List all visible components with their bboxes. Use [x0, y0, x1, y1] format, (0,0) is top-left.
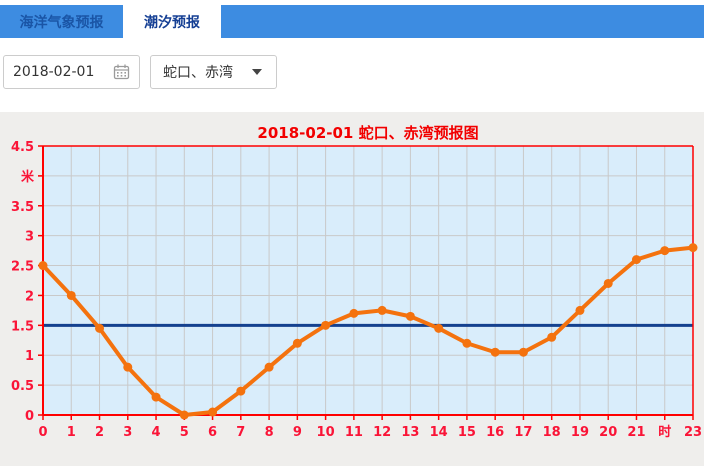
svg-text:16: 16 — [486, 425, 504, 440]
svg-text:米: 米 — [21, 169, 35, 185]
calendar-icon[interactable] — [113, 64, 130, 80]
tab-bar-background — [0, 5, 704, 38]
svg-text:12: 12 — [373, 425, 391, 440]
svg-text:11: 11 — [345, 425, 363, 440]
svg-text:0.5: 0.5 — [11, 379, 34, 394]
svg-text:7: 7 — [236, 425, 245, 440]
svg-text:时: 时 — [658, 424, 671, 440]
chart-title: 2018-02-01 蛇口、赤湾预报图 — [257, 124, 479, 142]
tide-chart-panel: 2018-02-01 蛇口、赤湾预报图 0 0.5 1 1.5 2 2.5 3 3.5 米 4.5… — [0, 112, 704, 466]
date-value: 2018-02-01 — [13, 64, 95, 80]
svg-text:17: 17 — [514, 425, 532, 440]
tab-list: 海洋气象预报 潮汐预报 — [0, 0, 221, 38]
svg-text:10: 10 — [317, 425, 335, 440]
svg-text:2: 2 — [95, 425, 104, 440]
date-picker-field[interactable]: 2018-02-01 — [3, 55, 140, 89]
tab-marine-weather-forecast[interactable]: 海洋气象预报 — [19, 14, 104, 31]
svg-text:14: 14 — [430, 425, 448, 440]
svg-text:2: 2 — [25, 289, 34, 304]
svg-text:2.5: 2.5 — [11, 260, 34, 275]
svg-text:9: 9 — [293, 425, 302, 440]
svg-text:8: 8 — [265, 425, 274, 440]
station-value: 蛇口、赤湾 — [163, 65, 233, 81]
svg-text:13: 13 — [401, 425, 419, 440]
svg-text:3: 3 — [25, 230, 34, 245]
tab-bar: 海洋气象预报 潮汐预报 — [0, 0, 704, 38]
svg-text:3.5: 3.5 — [11, 200, 34, 215]
svg-text:4: 4 — [152, 425, 161, 440]
svg-text:20: 20 — [599, 425, 617, 440]
svg-text:1.5: 1.5 — [11, 319, 34, 334]
svg-text:21: 21 — [627, 425, 645, 440]
controls-row: 2018-02-01 蛇口、赤湾 — [3, 55, 704, 89]
svg-text:4.5: 4.5 — [11, 140, 34, 155]
svg-text:5: 5 — [180, 425, 189, 440]
svg-text:23: 23 — [684, 425, 702, 440]
svg-text:1: 1 — [67, 425, 76, 440]
station-select[interactable]: 蛇口、赤湾 — [150, 55, 277, 89]
svg-text:19: 19 — [571, 425, 589, 440]
chevron-down-icon — [252, 69, 262, 75]
svg-text:18: 18 — [543, 425, 561, 440]
svg-text:0: 0 — [25, 409, 34, 424]
svg-text:3: 3 — [123, 425, 132, 440]
svg-text:1: 1 — [25, 349, 34, 364]
svg-text:0: 0 — [38, 425, 47, 440]
tide-curve-plot: 00.511.522.533.5米4.50 1 2 3 4 5 6 7 8 9 10 11 12 13 14… — [11, 140, 702, 440]
tab-tide-forecast[interactable]: 潮汐预报 — [123, 0, 221, 38]
svg-text:6: 6 — [208, 425, 217, 440]
svg-text:15: 15 — [458, 425, 476, 440]
